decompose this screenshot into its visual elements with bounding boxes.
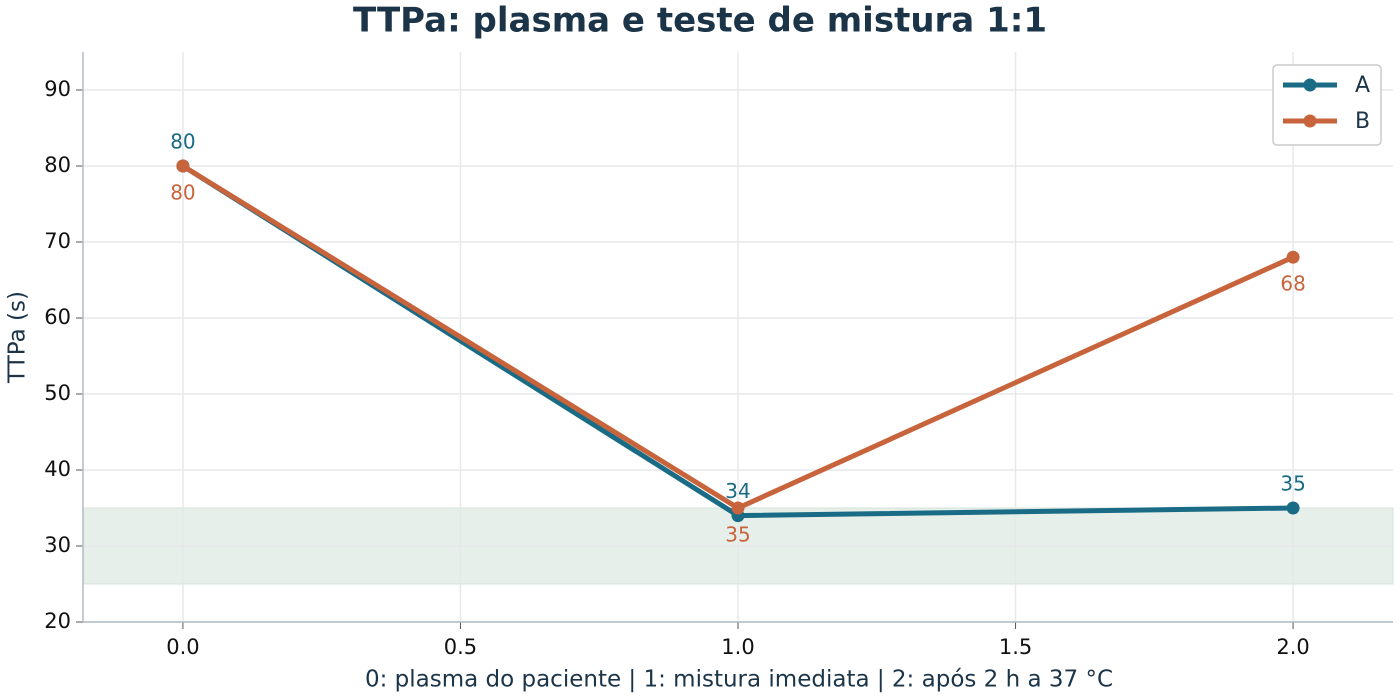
y-tick-label: 50	[44, 381, 71, 405]
legend-marker	[1303, 114, 1317, 128]
data-label: 80	[170, 181, 195, 205]
y-tick-label: 90	[44, 77, 71, 101]
legend-marker	[1303, 78, 1317, 92]
data-label: 34	[725, 479, 750, 503]
y-tick-label: 80	[44, 153, 71, 177]
x-axis-label: 0: plasma do paciente | 1: mistura imedi…	[365, 667, 1113, 693]
data-point	[176, 159, 190, 173]
x-tick-label: 2.0	[1276, 635, 1309, 659]
y-tick-label: 40	[44, 457, 71, 481]
data-point	[1286, 250, 1300, 264]
data-point	[1286, 501, 1300, 515]
y-tick-label: 70	[44, 229, 71, 253]
legend-label: A	[1355, 73, 1370, 98]
x-tick-label: 1.0	[721, 635, 754, 659]
x-tick-label: 0.0	[166, 635, 199, 659]
x-tick-label: 0.5	[444, 635, 477, 659]
data-label: 80	[170, 130, 195, 154]
y-tick-label: 60	[44, 305, 71, 329]
data-label: 68	[1280, 272, 1305, 296]
legend: AB	[1272, 64, 1382, 146]
y-tick-label: 30	[44, 533, 71, 557]
y-axis-label: TTPa (s)	[5, 291, 31, 384]
data-label: 35	[1280, 472, 1305, 496]
chart-title: TTPa: plasma e teste de mistura 1:1	[353, 1, 1047, 41]
legend-label: B	[1355, 109, 1370, 134]
y-tick-label: 20	[44, 609, 71, 633]
x-tick-label: 1.5	[999, 635, 1032, 659]
data-label: 35	[725, 523, 750, 547]
data-point	[731, 501, 745, 515]
